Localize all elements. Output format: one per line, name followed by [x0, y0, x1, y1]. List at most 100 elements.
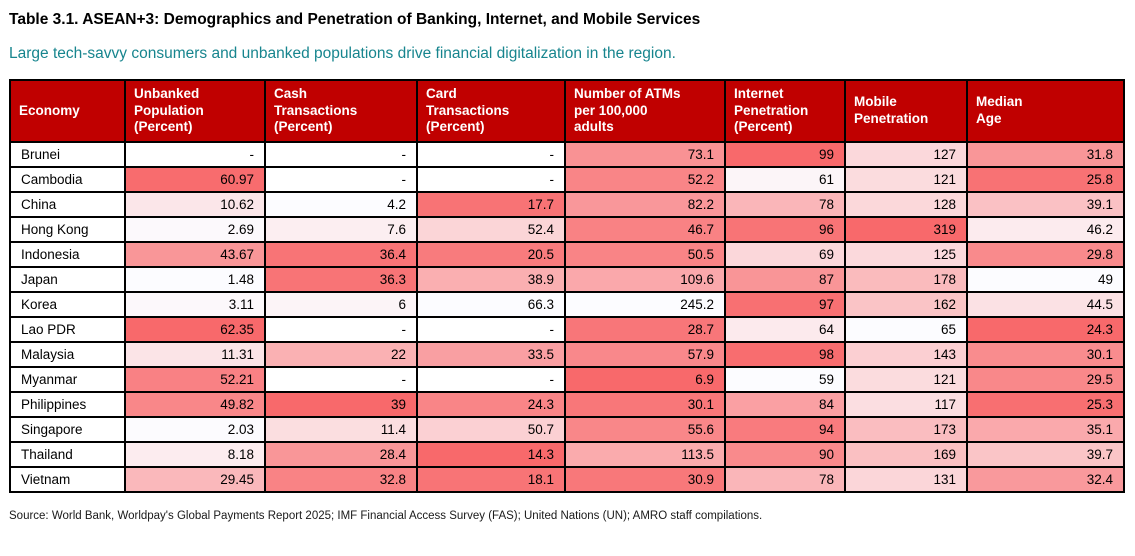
cell-unbanked_population_pct: 1.48 [124, 265, 266, 293]
cell-mobile_penetration: 178 [844, 265, 968, 293]
table-row: Japan 1.48 36.3 38.9 109.6 87 178 49 [9, 265, 1125, 293]
cell-cash_transactions_pct: - [264, 365, 418, 393]
cell-unbanked_population_pct: 2.03 [124, 415, 266, 443]
cell-unbanked_population_pct: 43.67 [124, 240, 266, 268]
report-page: Table 3.1. ASEAN+3: Demographics and Pen… [9, 11, 1125, 522]
table-row: Korea 3.11 6 66.3 245.2 97 162 44.5 [9, 290, 1125, 318]
asean3-demographics-table: Economy Unbanked Population (Percent) Cash Tr… [9, 79, 1125, 493]
economy-cell: Philippines [9, 390, 126, 418]
table-row: Singapore 2.03 11.4 50.7 55.6 94 173 35.1 [9, 415, 1125, 443]
cell-cash_transactions_pct: 7.6 [264, 215, 418, 243]
economy-cell: Cambodia [9, 165, 126, 193]
cell-atms_per_100k_adults: 46.7 [564, 215, 726, 243]
header-row: Economy Unbanked Population (Percent) Cash Tr… [9, 79, 1125, 143]
cell-card_transactions_pct: 66.3 [416, 290, 566, 318]
table-row: Indonesia 43.67 36.4 20.5 50.5 69 125 29.8 [9, 240, 1125, 268]
cell-mobile_penetration: 125 [844, 240, 968, 268]
table-row: Thailand 8.18 28.4 14.3 113.5 90 169 39.7 [9, 440, 1125, 468]
cell-mobile_penetration: 131 [844, 465, 968, 493]
cell-internet_penetration_pct: 99 [724, 140, 846, 168]
cell-atms_per_100k_adults: 52.2 [564, 165, 726, 193]
economy-cell: Vietnam [9, 465, 126, 493]
cell-unbanked_population_pct: - [124, 140, 266, 168]
cell-unbanked_population_pct: 62.35 [124, 315, 266, 343]
cell-card_transactions_pct: - [416, 165, 566, 193]
cell-atms_per_100k_adults: 113.5 [564, 440, 726, 468]
table-row: Hong Kong 2.69 7.6 52.4 46.7 96 319 46.2 [9, 215, 1125, 243]
cell-mobile_penetration: 173 [844, 415, 968, 443]
cell-card_transactions_pct: 24.3 [416, 390, 566, 418]
cell-cash_transactions_pct: 28.4 [264, 440, 418, 468]
cell-card_transactions_pct: - [416, 315, 566, 343]
economy-cell: Thailand [9, 440, 126, 468]
cell-unbanked_population_pct: 11.31 [124, 340, 266, 368]
cell-unbanked_population_pct: 10.62 [124, 190, 266, 218]
cell-median_age: 29.8 [966, 240, 1125, 268]
economy-cell: Korea [9, 290, 126, 318]
cell-mobile_penetration: 128 [844, 190, 968, 218]
table-row: Philippines 49.82 39 24.3 30.1 84 117 25.3 [9, 390, 1125, 418]
cell-card_transactions_pct: 20.5 [416, 240, 566, 268]
cell-mobile_penetration: 117 [844, 390, 968, 418]
cell-internet_penetration_pct: 64 [724, 315, 846, 343]
cell-median_age: 31.8 [966, 140, 1125, 168]
cell-card_transactions_pct: 50.7 [416, 415, 566, 443]
cell-internet_penetration_pct: 69 [724, 240, 846, 268]
table-title: Table 3.1. ASEAN+3: Demographics and Pen… [9, 11, 701, 28]
cell-mobile_penetration: 121 [844, 165, 968, 193]
cell-card_transactions_pct: 17.7 [416, 190, 566, 218]
cell-cash_transactions_pct: 4.2 [264, 190, 418, 218]
cell-atms_per_100k_adults: 245.2 [564, 290, 726, 318]
cell-internet_penetration_pct: 78 [724, 465, 846, 493]
cell-median_age: 49 [966, 265, 1125, 293]
cell-median_age: 25.3 [966, 390, 1125, 418]
cell-median_age: 35.1 [966, 415, 1125, 443]
cell-atms_per_100k_adults: 28.7 [564, 315, 726, 343]
cell-mobile_penetration: 121 [844, 365, 968, 393]
cell-unbanked_population_pct: 60.97 [124, 165, 266, 193]
cell-atms_per_100k_adults: 50.5 [564, 240, 726, 268]
cell-atms_per_100k_adults: 55.6 [564, 415, 726, 443]
table-row: Vietnam 29.45 32.8 18.1 30.9 78 131 32.4 [9, 465, 1125, 493]
cell-internet_penetration_pct: 96 [724, 215, 846, 243]
cell-median_age: 29.5 [966, 365, 1125, 393]
cell-unbanked_population_pct: 8.18 [124, 440, 266, 468]
cell-unbanked_population_pct: 29.45 [124, 465, 266, 493]
cell-atms_per_100k_adults: 109.6 [564, 265, 726, 293]
cell-internet_penetration_pct: 78 [724, 190, 846, 218]
cell-cash_transactions_pct: 36.4 [264, 240, 418, 268]
cell-card_transactions_pct: - [416, 140, 566, 168]
cell-mobile_penetration: 143 [844, 340, 968, 368]
column-header-internet_penetration_pct: Internet Penetration (Percent) [724, 79, 846, 143]
cell-cash_transactions_pct: 36.3 [264, 265, 418, 293]
cell-internet_penetration_pct: 94 [724, 415, 846, 443]
column-header-mobile_penetration: Mobile Penetration [844, 79, 968, 143]
cell-median_age: 25.8 [966, 165, 1125, 193]
table-row: China 10.62 4.2 17.7 82.2 78 128 39.1 [9, 190, 1125, 218]
cell-atms_per_100k_adults: 30.1 [564, 390, 726, 418]
cell-cash_transactions_pct: 11.4 [264, 415, 418, 443]
cell-median_age: 32.4 [966, 465, 1125, 493]
table-row: Lao PDR 62.35- -28.7 64 65 24.3 [9, 315, 1125, 343]
cell-cash_transactions_pct: 22 [264, 340, 418, 368]
cell-mobile_penetration: 319 [844, 215, 968, 243]
economy-cell: China [9, 190, 126, 218]
cell-median_age: 44.5 [966, 290, 1125, 318]
source-note: Source: World Bank, Worldpay's Global Pa… [9, 509, 763, 522]
cell-internet_penetration_pct: 59 [724, 365, 846, 393]
economy-cell: Singapore [9, 415, 126, 443]
cell-median_age: 46.2 [966, 215, 1125, 243]
column-header-cash_transactions_pct: Cash Transactions (Percent) [264, 79, 418, 143]
column-header-unbanked_population_pct: Unbanked Population (Percent) [124, 79, 266, 143]
cell-internet_penetration_pct: 87 [724, 265, 846, 293]
cell-atms_per_100k_adults: 30.9 [564, 465, 726, 493]
cell-card_transactions_pct: - [416, 365, 566, 393]
cell-atms_per_100k_adults: 73.1 [564, 140, 726, 168]
cell-internet_penetration_pct: 84 [724, 390, 846, 418]
economy-cell: Japan [9, 265, 126, 293]
cell-unbanked_population_pct: 3.11 [124, 290, 266, 318]
cell-median_age: 39.7 [966, 440, 1125, 468]
column-header-atms_per_100k_adults: Number of ATMs per 100,000 adults [564, 79, 726, 143]
economy-cell: Brunei [9, 140, 126, 168]
cell-card_transactions_pct: 38.9 [416, 265, 566, 293]
